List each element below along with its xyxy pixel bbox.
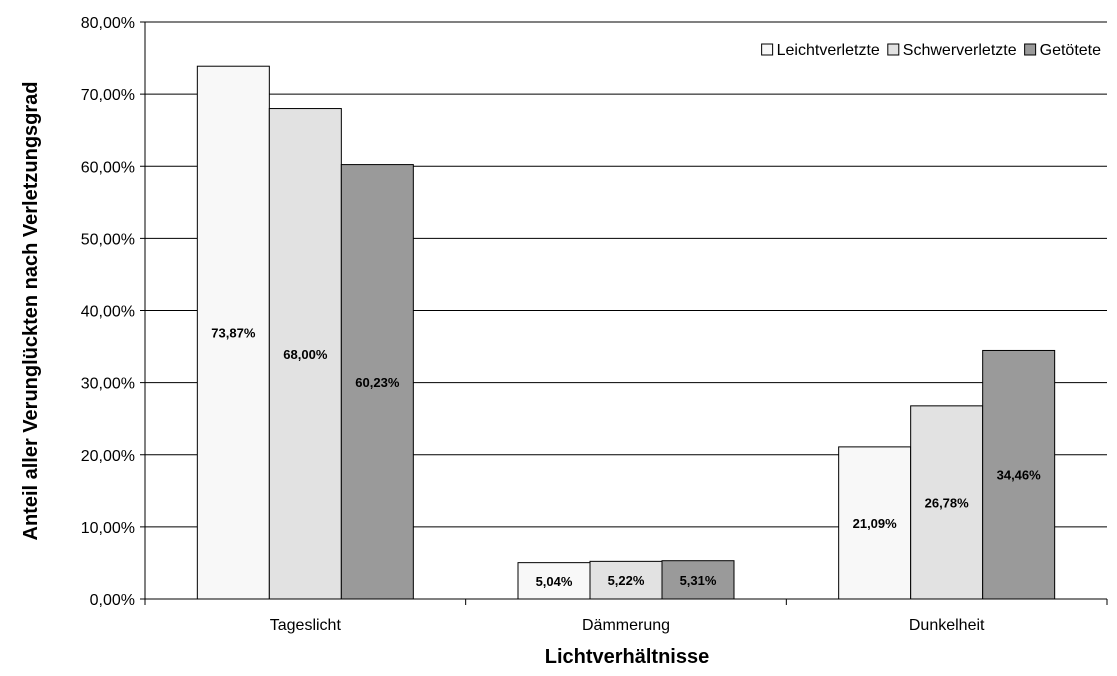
bar [910,405,984,600]
y-axis-ticks: 0,00% 10,00% 20,00% 30,00% 40,00% 50,00% 60,00… [81,15,145,609]
y-tick-label: 10,00% [81,520,135,537]
y-axis-title: Anteil aller Verunglückten nach Verletzu… [20,81,42,540]
data-label: 34,46% [997,468,1042,483]
data-label: 68,00% [283,347,328,362]
legend-swatch [761,43,774,56]
bar [982,349,1056,600]
y-tick-label: 20,00% [81,448,135,465]
data-labels: 73,87% 68,00% 60,23% 5,04% 5,22% 5,31% 21,09% 2… [211,326,1041,589]
y-tick-label: 0,00% [90,592,135,609]
y-tick-label: 60,00% [81,159,135,176]
data-label: 5,04% [536,574,573,589]
axes [144,22,1107,600]
x-tick-label: Dunkelheit [909,617,985,634]
legend: Getötete Schwerverletzte Leichtverletzte [761,42,1101,59]
y-tick-label: 50,00% [81,231,135,248]
data-label: 60,23% [355,375,400,390]
bar [196,65,270,600]
legend-label: Getötete [1040,42,1101,59]
bar [838,446,912,600]
bars [196,65,1056,600]
data-label: 5,22% [608,573,645,588]
x-axis-title: Lichtverhältnisse [545,646,710,668]
y-tick-label: 70,00% [81,87,135,104]
bar [661,560,735,600]
data-label: 26,78% [925,495,970,510]
x-axis-ticks: Tageslicht Dämmerung Dunkelheit [144,599,1108,634]
y-tick-label: 80,00% [81,15,135,32]
data-label: 5,31% [680,573,717,588]
legend-swatch [1024,43,1037,56]
y-tick-label: 40,00% [81,304,135,321]
bar [340,164,414,600]
x-tick-label: Tageslicht [270,617,342,634]
x-tick-label: Dämmerung [582,617,670,634]
y-tick-label: 30,00% [81,376,135,393]
legend-swatch [887,43,900,56]
bar [268,108,342,600]
legend-label: Leichtverletzte [777,42,880,59]
legend-label: Schwerverletzte [903,42,1017,59]
data-label: 21,09% [853,516,898,531]
data-label: 73,87% [211,326,256,341]
